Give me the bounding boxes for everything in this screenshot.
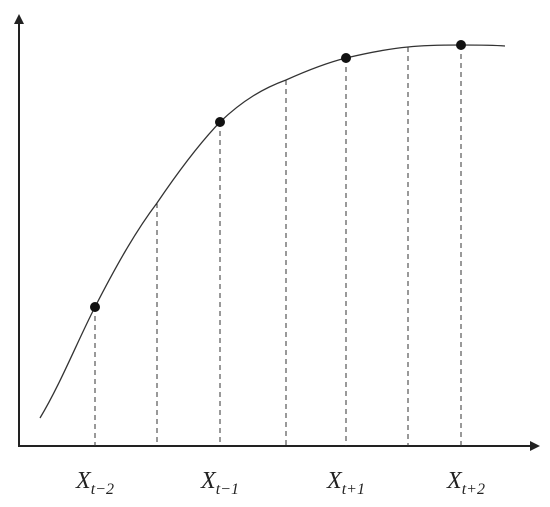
label: Xt+2 [446,468,485,498]
label-sub: t−1 [216,481,239,498]
label-sub: t+1 [342,481,365,498]
point [456,40,466,50]
guides [94,45,462,446]
label-base: X [326,468,343,494]
axes [14,14,540,451]
label-sub: t+2 [462,481,485,498]
points [90,40,466,312]
point [341,53,351,63]
label-base: X [75,468,92,494]
point [90,302,100,312]
label-sub: t−2 [91,481,114,498]
label: Xt+1 [326,468,365,498]
point [215,117,225,127]
label: Xt−1 [200,468,239,498]
labels: Xt−2 Xt−1 Xt+1 Xt+2 [75,468,485,498]
curve [39,44,506,419]
label-base: X [200,468,217,494]
label: Xt−2 [75,468,114,498]
label-base: X [446,468,463,494]
